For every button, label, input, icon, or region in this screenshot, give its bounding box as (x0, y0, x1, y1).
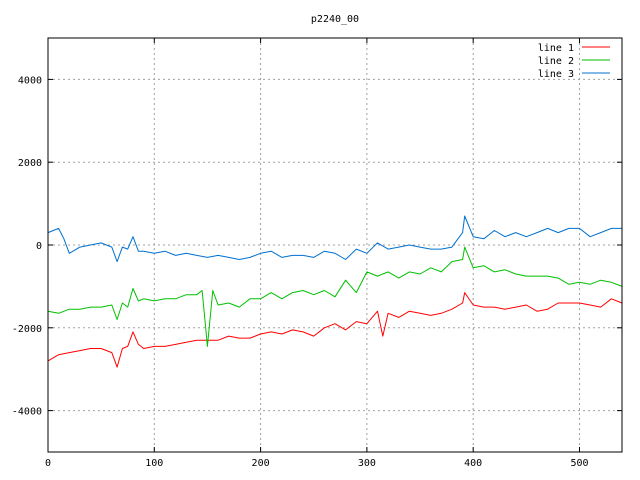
x-tick-label: 200 (252, 458, 270, 469)
legend-label-1: line 1 (538, 43, 574, 54)
y-tick-label: -4000 (12, 407, 42, 418)
x-tick-label: 400 (464, 458, 482, 469)
legend-label-2: line 2 (538, 56, 574, 67)
y-tick-label: -2000 (12, 324, 42, 335)
x-tick-label: 100 (145, 458, 163, 469)
series-group (47, 215, 623, 368)
series-line-1 (47, 292, 623, 368)
y-tick-label: 0 (36, 241, 42, 252)
x-tick-label: 0 (45, 458, 51, 469)
series-line-3 (47, 215, 622, 263)
legend-label-3: line 3 (538, 69, 574, 80)
chart-title: p2240_00 (311, 14, 359, 25)
x-tick-label: 500 (570, 458, 588, 469)
series-line-2 (47, 246, 623, 347)
x-tick-label: 300 (358, 458, 376, 469)
axis-ticks: 0 100 200 300 400 500 -4000 -2000 0 2000 4000 (12, 38, 622, 469)
y-tick-label: 4000 (18, 75, 42, 86)
grid (48, 38, 622, 452)
legend: line 1 line 2 line 3 (538, 43, 610, 80)
y-tick-label: 2000 (18, 158, 42, 169)
